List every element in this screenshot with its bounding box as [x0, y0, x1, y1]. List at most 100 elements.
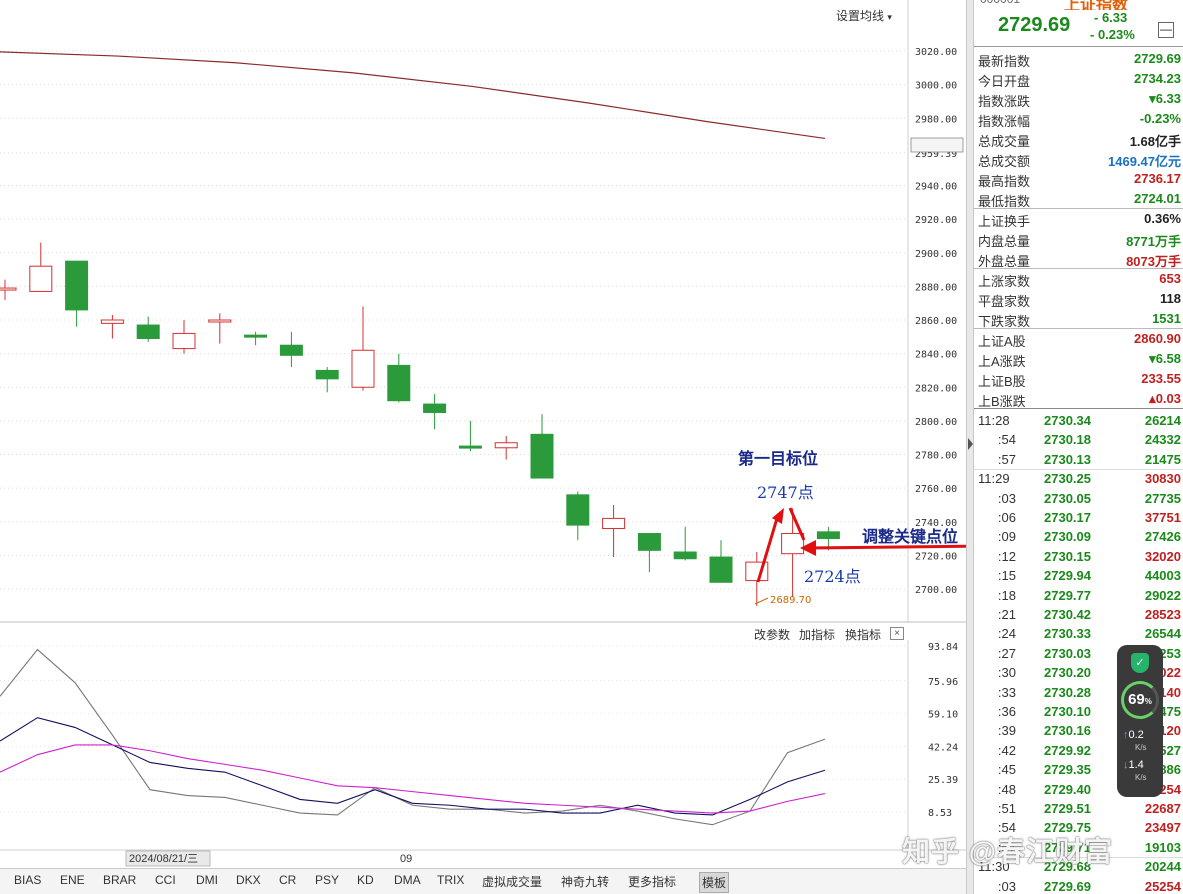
indicator-tab-3[interactable]: CCI — [155, 873, 176, 887]
panel-splitter[interactable] — [966, 0, 974, 894]
tick-time: :09 — [997, 529, 1016, 545]
candle — [315, 367, 339, 393]
indicator-tab-14[interactable]: 模板 — [699, 872, 730, 893]
candle-body — [0, 287, 17, 291]
expand-arrow-icon[interactable] — [968, 438, 973, 450]
indicator-tab-12[interactable]: 神奇九转 — [561, 875, 610, 889]
tick-volume: 23497 — [1144, 820, 1181, 836]
candle-body — [29, 265, 53, 292]
tick-price: 2730.09 — [1044, 529, 1091, 545]
tick-row: :12 2730.15 32020 — [974, 547, 1183, 566]
candle-body — [172, 332, 196, 350]
quote-value: 2860.90 — [1134, 331, 1181, 346]
candle — [100, 314, 124, 339]
indicator-axis-label: 8.53 — [928, 808, 952, 819]
candle — [530, 414, 554, 479]
quote-label: 上B涨跌 — [978, 394, 1026, 409]
tick-price: 2730.34 — [1044, 413, 1091, 428]
quote-label: 总成交量 — [978, 134, 1031, 149]
date-label: 09 — [400, 853, 412, 865]
ma-settings-button[interactable]: 设置均线 ▾ — [836, 9, 892, 23]
quote-row: 总成交量 1.68亿手 — [974, 129, 1183, 149]
add-indicator-button[interactable]: 加指标 — [799, 628, 836, 642]
indicator-tab-9[interactable]: DMA — [394, 873, 421, 887]
target-value-label: 2747点 — [757, 483, 814, 502]
indicator-tab-7[interactable]: PSY — [315, 873, 340, 887]
tick-time: :57 — [997, 839, 1016, 855]
tick-time: :42 — [997, 742, 1016, 758]
index-header-top: 000001 上证指数 — [974, 0, 1183, 10]
indicator-tab-6[interactable]: CR — [279, 873, 297, 887]
indicator-tab-10[interactable]: TRIX — [437, 873, 465, 887]
price-axis-label: 2920.00 — [915, 215, 957, 226]
upload-speed: ↑0.2 — [1123, 729, 1144, 741]
candle — [351, 306, 375, 391]
indicator-tab-2[interactable]: BRAR — [103, 873, 137, 887]
tick-price: 2730.03 — [1044, 645, 1091, 661]
switch-indicator-button[interactable]: 换指标 — [845, 628, 882, 642]
candle — [494, 436, 518, 460]
tick-price: 2729.77 — [1044, 587, 1091, 603]
tick-time: :15 — [997, 568, 1016, 584]
quote-label: 最低指数 — [978, 194, 1031, 209]
indicator-line-navy — [0, 717, 826, 816]
quote-value: 1531 — [1152, 311, 1181, 326]
chart-area[interactable]: 3020.00 3000.00 2980.00 2959.39 2940.00 2920.… — [0, 0, 966, 894]
indicator-tab-0[interactable]: BIAS — [14, 873, 42, 887]
tick-price: 2730.18 — [1044, 432, 1091, 448]
quote-label: 平盘家数 — [978, 294, 1031, 309]
tick-price: 2729.51 — [1044, 801, 1091, 816]
quote-value: ▾6.58 — [1149, 351, 1181, 366]
tick-time: :30 — [997, 665, 1016, 681]
indicator-tab-11[interactable]: 虚拟成交量 — [482, 875, 543, 889]
tick-row: :03 2729.69 25254 — [974, 877, 1183, 894]
candle — [387, 353, 411, 403]
tick-row: :54 2730.18 24332 — [974, 430, 1183, 449]
candle-body — [244, 334, 268, 338]
quote-value: 8771万手 — [1126, 234, 1181, 249]
chart-svg[interactable]: 3020.00 3000.00 2980.00 2959.39 2940.00 2920.… — [0, 0, 966, 868]
tick-price: 2729.92 — [1044, 742, 1091, 758]
tick-volume: 24332 — [1144, 432, 1181, 448]
download-speed: ↓1.4 — [1123, 759, 1144, 771]
quote-sidebar: 000001 上证指数 2729.69 - 6.33 - 0.23% — 最新指… — [974, 0, 1183, 894]
tick-price: 2729.71 — [1044, 839, 1091, 855]
index-code: 000001 — [980, 0, 1020, 6]
tick-price: 2729.40 — [1044, 781, 1091, 797]
tick-price: 2730.17 — [1044, 510, 1091, 525]
indicator-tab-13[interactable]: 更多指标 — [628, 875, 677, 889]
tick-time: :57 — [997, 451, 1016, 467]
network-speed-widget[interactable]: ✓ 69% ↑0.2 K/s ↓1.4 K/s — [1117, 645, 1163, 797]
index-price: 2729.69 — [998, 14, 1071, 36]
collapse-button[interactable]: — — [1158, 22, 1174, 38]
candle — [673, 526, 697, 561]
tick-time: :51 — [997, 801, 1016, 816]
quote-row: 今日开盘 2734.23 — [974, 69, 1183, 89]
candle-body — [709, 556, 733, 583]
indicator-axis-label: 75.96 — [928, 677, 958, 688]
tick-price: 2730.13 — [1044, 451, 1091, 467]
indicator-tab-8[interactable]: KD — [357, 873, 374, 887]
candle-body — [494, 442, 518, 449]
close-indicator-icon[interactable]: × — [890, 627, 904, 640]
modify-params-button[interactable]: 改参数 — [754, 628, 791, 642]
quote-label: 指数涨跌 — [978, 94, 1031, 109]
score-ring: 69% — [1121, 681, 1159, 719]
candle-body — [673, 551, 697, 560]
price-axis-label: 3000.00 — [915, 81, 957, 92]
candle — [458, 420, 482, 452]
quote-label: 最高指数 — [978, 174, 1031, 189]
indicator-tab-1[interactable]: ENE — [60, 873, 85, 887]
tick-volume: 30830 — [1144, 471, 1181, 487]
tick-price: 2730.15 — [1044, 548, 1091, 564]
candle-body — [279, 344, 303, 356]
index-change: - 6.33 — [1094, 10, 1128, 25]
download-speed-unit: K/s — [1135, 773, 1147, 782]
indicator-tab-5[interactable]: DKX — [236, 873, 261, 887]
indicator-tab-4[interactable]: DMI — [196, 873, 218, 887]
tick-time: :48 — [997, 781, 1016, 797]
quote-row: 内盘总量 8771万手 — [974, 229, 1183, 249]
candle-body — [637, 533, 661, 551]
quote-label: 内盘总量 — [978, 234, 1031, 249]
tick-price: 2730.28 — [1044, 684, 1091, 700]
